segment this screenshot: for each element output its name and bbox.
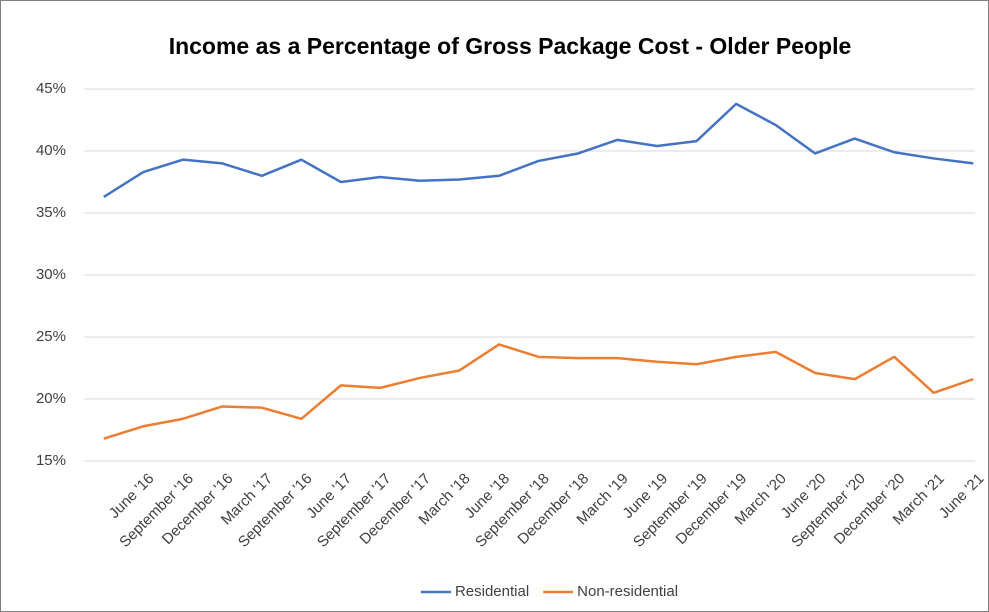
series-line [103,343,974,440]
legend-label: Residential [455,583,529,600]
legend: Residential Non-residential [420,583,678,600]
legend-label: Non-residential [577,583,678,600]
y-tick-label: 45% [36,80,66,97]
y-tick-label: 35% [36,204,66,221]
y-tick-label: 20% [36,390,66,407]
y-tick-label: 25% [36,328,66,345]
y-tick-label: 40% [36,142,66,159]
series-line [103,102,974,198]
y-tick-label: 15% [36,452,66,469]
chart-title: Income as a Percentage of Gross Package … [169,33,852,59]
y-tick-label: 30% [36,266,66,283]
